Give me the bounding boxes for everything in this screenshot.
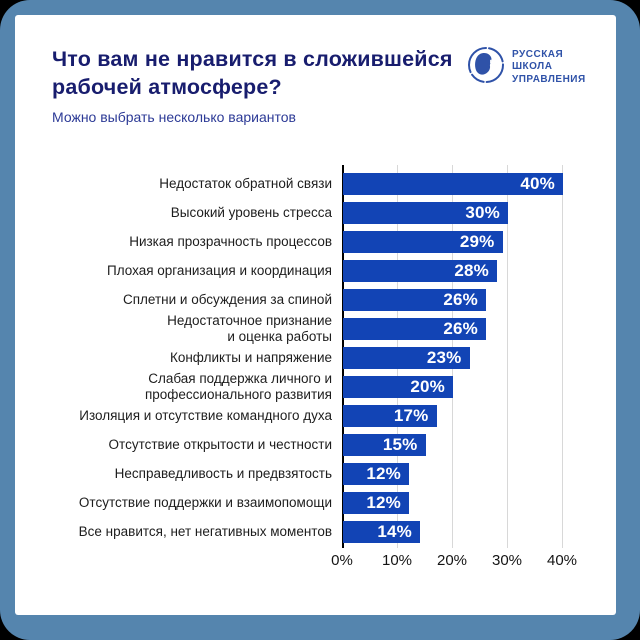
bar-chart: 0% 10% 20% 30% 40% Недостаток обратной связи 4…	[15, 15, 616, 615]
category-label: Плохая организация и координация	[107, 263, 332, 278]
brand-logo-text: РУССКАЯ ШКОЛА УПРАВЛЕНИЯ	[512, 49, 586, 87]
value-label: 29%	[459, 232, 495, 251]
category-label: Конфликты и напряжение	[169, 350, 332, 365]
gridline	[562, 165, 563, 548]
value-label: 20%	[410, 377, 445, 396]
value-label: 12%	[366, 464, 401, 483]
brand-logo-line: РУССКАЯ	[512, 48, 564, 60]
bar: 26%	[343, 318, 486, 340]
category-label: Изоляция и отсутствие командного духа	[79, 408, 332, 423]
x-tick-label: 40%	[546, 552, 578, 569]
value-label: 14%	[377, 522, 412, 541]
category-label: Недостаточное признание и оценка работы	[167, 313, 332, 344]
category-label: Слабая поддержка личного и профессиональ…	[144, 371, 332, 402]
bar: 26%	[343, 289, 486, 311]
category-label: Несправедливость и предвзятость	[114, 466, 332, 481]
bar: 40%	[343, 173, 563, 195]
bar: 29%	[343, 231, 503, 253]
value-label: 26%	[443, 319, 478, 338]
bar: 17%	[343, 405, 437, 427]
gridline	[507, 165, 508, 548]
bar: 12%	[343, 492, 409, 514]
brand-logo-line: ШКОЛА	[512, 61, 553, 73]
globe-sketch-icon	[467, 46, 505, 89]
value-label: 12%	[366, 493, 401, 512]
value-label: 17%	[393, 406, 429, 425]
value-label: 40%	[520, 174, 555, 193]
brand-logo-line: УПРАВЛЕНИЯ	[512, 73, 586, 85]
bar: 15%	[343, 434, 426, 456]
value-label: 26%	[443, 290, 478, 309]
category-label: Все нравится, нет негативных моментов	[78, 524, 332, 539]
x-tick-label: 0%	[331, 552, 353, 569]
page-title: Что вам не нравится в сложившейся рабоче…	[52, 47, 453, 99]
bar: 28%	[343, 260, 497, 282]
value-label: 28%	[454, 261, 489, 280]
category-label: Отсутствие поддержки и взаимопомощи	[78, 495, 332, 510]
value-label: 15%	[382, 435, 418, 454]
card: Что вам не нравится в сложившейся рабоче…	[15, 15, 616, 615]
x-tick-label: 10%	[381, 552, 413, 569]
category-label: Отсутствие открытости и честности	[108, 437, 332, 452]
category-label: Сплетни и обсуждения за спиной	[123, 292, 332, 307]
bar: 14%	[343, 521, 420, 543]
x-tick-label: 30%	[491, 552, 523, 569]
category-label: Высокий уровень стресса	[170, 205, 332, 220]
bar: 23%	[343, 347, 470, 369]
bar: 20%	[343, 376, 453, 398]
x-tick-label: 20%	[436, 552, 468, 569]
value-label: 30%	[465, 203, 500, 222]
category-label: Низкая прозрачность процессов	[129, 234, 332, 249]
value-label: 23%	[426, 348, 462, 367]
page-subtitle: Можно выбрать несколько вариантов	[52, 109, 296, 125]
category-label: Недостаток обратной связи	[159, 176, 332, 191]
bar: 12%	[343, 463, 409, 485]
brand-logo: РУССКАЯ ШКОЛА УПРАВЛЕНИЯ	[467, 46, 586, 89]
bar: 30%	[343, 202, 508, 224]
